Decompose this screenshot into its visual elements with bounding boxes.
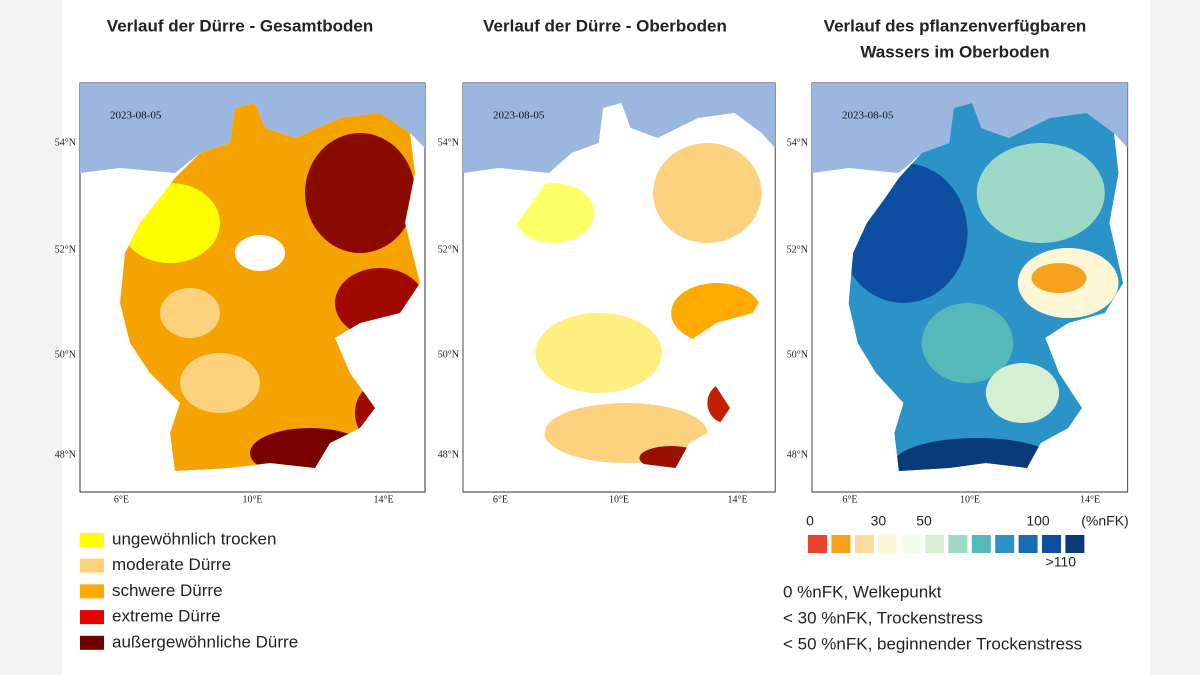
lon-label: 10°E [609,494,629,505]
colorbar-cell [1018,535,1038,553]
colorbar-cell [971,535,991,553]
lon-label: 14°E [728,494,748,505]
lon-label: 10°E [960,494,980,505]
legend-swatch [80,558,104,573]
map-title: Verlauf der Dürre - Gesamtboden [107,16,373,35]
note: < 50 %nFK, beginnender Trockenstress [783,634,1082,653]
colorbar-tick-label: 0 [806,513,814,529]
lat-label: 52°N [438,244,459,255]
legend-swatch [80,635,104,650]
colorbar-cell [854,535,874,553]
lat-label: 48°N [787,449,808,460]
lon-label: 14°E [374,494,394,505]
note: 0 %nFK, Welkepunkt [783,582,942,601]
legend-swatch [80,584,104,599]
colorbar-tick-label: 50 [916,513,932,529]
map-panel [462,82,776,493]
colorbar-cell [878,535,898,553]
colorbar-tick-label: 100 [1026,513,1050,529]
colorbar-cell [995,535,1015,553]
lat-label: 54°N [438,137,459,148]
lat-label: 52°N [55,244,76,255]
map-title: Verlauf der Dürre - Oberboden [483,16,727,35]
map-date: 2023-08-05 [493,110,545,122]
map-title: Verlauf des pflanzenverfügbaren [824,16,1087,35]
colorbar-cell [1042,535,1061,553]
lon-label: 14°E [1080,494,1100,505]
lat-label: 48°N [55,449,76,460]
colorbar-unit: (%nFK) [1081,513,1128,529]
map-title: Wassers im Oberboden [860,42,1049,61]
lat-label: 54°N [55,137,76,148]
note: < 30 %nFK, Trockenstress [783,608,983,627]
map-panel [79,82,426,493]
colorbar-cell [831,535,851,553]
colorbar-tick-label: >110 [1046,554,1077,570]
colorbar-cell [1065,535,1085,553]
legend-label: ungewöhnlich trocken [112,529,276,548]
legend-swatch [80,533,104,547]
sea [80,83,425,173]
lat-label: 50°N [55,349,76,360]
lon-label: 10°E [242,494,262,505]
colorbar-cell [925,535,944,553]
map-date: 2023-08-05 [110,110,162,122]
lon-label: 6°E [493,494,508,505]
sea [463,83,776,173]
lon-label: 6°E [842,494,857,505]
colorbar-tick-label: 30 [871,513,887,529]
lat-label: 50°N [787,349,808,360]
legend-label: moderate Dürre [112,555,231,574]
legend-label: schwere Dürre [112,581,223,600]
legend-label: extreme Dürre [112,607,221,626]
colorbar-cell [901,535,921,553]
sea [812,83,1128,173]
map-date: 2023-08-05 [842,110,894,122]
colorbar-cell [948,535,968,553]
map-panel [811,82,1129,493]
lat-label: 54°N [787,137,808,148]
legend-label: außergewöhnliche Dürre [112,632,298,651]
legend-swatch [80,610,104,625]
lat-label: 52°N [787,244,808,255]
lon-label: 6°E [114,494,129,505]
colorbar-cell [808,535,827,553]
lat-label: 50°N [438,349,459,360]
lat-label: 48°N [438,449,459,460]
